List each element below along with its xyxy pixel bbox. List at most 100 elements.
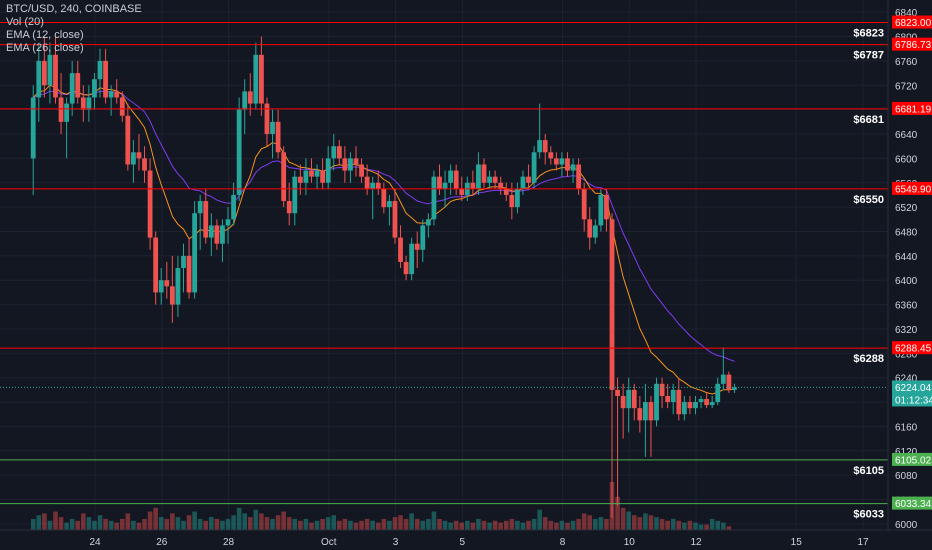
x-tick-label: 15 [791, 537, 803, 548]
candle-body [503, 188, 509, 195]
level-label: $6823 [853, 28, 884, 40]
volume-bar [192, 511, 197, 530]
legend-volume[interactable]: Vol (20) [6, 16, 44, 28]
candle-body [108, 91, 114, 98]
level-price-tag [892, 181, 932, 195]
candle-body [92, 79, 97, 98]
volume-bar [620, 507, 626, 530]
level-price-tag-text: 6786.73 [895, 40, 932, 51]
level-label: $6681 [853, 114, 884, 126]
volume-bar [203, 520, 209, 530]
candle-body [637, 408, 643, 421]
volume-bar [253, 509, 259, 530]
volume-bar [442, 520, 448, 530]
volume-bar [526, 520, 531, 530]
candle-body [231, 194, 236, 220]
legend-symbol[interactable]: BTC/USD, 240, COINBASE [6, 3, 142, 15]
candle-body [325, 158, 331, 183]
x-tick-label: 17 [857, 537, 869, 548]
candle-body [681, 402, 687, 415]
volume-bar [637, 517, 643, 530]
candle-body [576, 164, 582, 189]
candle-body [620, 395, 626, 409]
x-tick-label: 24 [89, 537, 101, 548]
candle-body [631, 389, 637, 409]
volume-bar [465, 520, 470, 530]
candle-body [253, 54, 259, 104]
y-tick-label: 6320 [895, 325, 918, 336]
volume-bar [509, 518, 515, 530]
candle-body [387, 201, 392, 208]
volume-bar [615, 496, 620, 530]
candle-body [492, 176, 498, 183]
volume-bar [498, 522, 504, 530]
candle-body [643, 402, 648, 421]
volume-bar [147, 511, 153, 530]
volume-bar [587, 515, 593, 530]
legend-ema-fast[interactable]: EMA (12, close) [6, 29, 84, 41]
candle-body [526, 176, 531, 183]
volume-bar [721, 522, 726, 530]
candle-body [247, 91, 253, 104]
volume-bar [314, 520, 320, 530]
y-tick-label: 6160 [895, 422, 918, 433]
candle-body [498, 182, 504, 189]
candle-body [687, 402, 693, 409]
y-tick-label: 6480 [895, 227, 918, 238]
candle-body [236, 109, 242, 195]
legend-ema-slow[interactable]: EMA (26, close) [6, 42, 84, 54]
volume-bar [676, 520, 682, 530]
volume-bar [75, 520, 81, 530]
candle-body [175, 268, 181, 305]
volume-bar [648, 515, 654, 530]
level-label: $6105 [853, 465, 884, 477]
candle-body [715, 383, 721, 403]
candle-body [665, 395, 671, 403]
volume-bar [259, 513, 264, 530]
volume-bar [548, 520, 554, 530]
candle-body [53, 54, 58, 98]
candle-body [542, 140, 548, 153]
volume-bar [704, 524, 709, 530]
candle-body [453, 170, 459, 189]
candle-body [609, 219, 615, 390]
candle-body [364, 176, 370, 189]
candle-body [225, 219, 231, 226]
volume-bar [325, 517, 331, 530]
volume-bar [158, 517, 164, 530]
x-tick-label: Oct [321, 537, 337, 548]
level-price-tag [892, 37, 932, 51]
volume-bar [481, 520, 487, 530]
candle-body [598, 194, 604, 226]
volume-bar [298, 520, 303, 530]
volume-bar [81, 513, 86, 530]
volume-bar [537, 509, 542, 530]
volume-bar [682, 522, 687, 530]
level-label: $6033 [853, 509, 884, 521]
candle-body [659, 383, 665, 396]
candle-body [309, 170, 314, 177]
volume-bar [381, 518, 387, 530]
candle-body [136, 152, 142, 159]
candle-body [698, 399, 704, 403]
candle-body [654, 383, 659, 421]
volume-bar [331, 515, 337, 530]
candle-body [531, 152, 537, 183]
volume-bar [709, 518, 715, 530]
y-tick-label: 6760 [895, 57, 918, 68]
volume-bar [42, 513, 47, 530]
volume-bar [320, 518, 325, 530]
candle-body [732, 387, 737, 390]
volume-bar [593, 518, 598, 530]
candle-body [314, 170, 320, 177]
candle-body [720, 374, 726, 384]
volume-bar [225, 518, 231, 530]
candle-body [30, 97, 36, 159]
volume-bar [125, 513, 131, 530]
volume-bar [398, 515, 403, 530]
candle-body [581, 188, 587, 220]
candle-body [164, 280, 170, 287]
candle-body [442, 182, 448, 189]
volume-bar [281, 511, 286, 530]
